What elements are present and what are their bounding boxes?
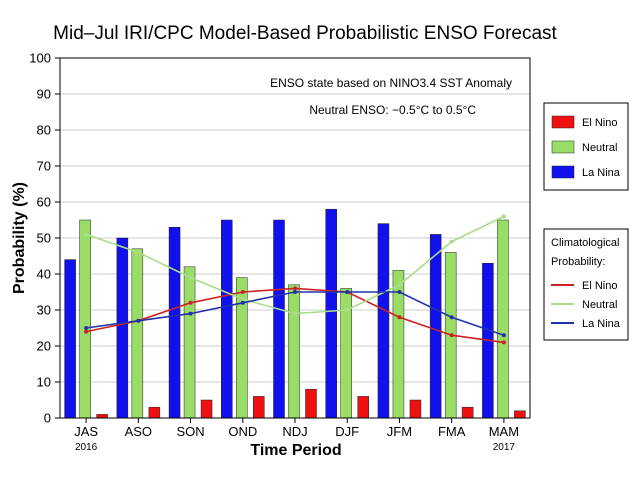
climatology-point-neutral bbox=[501, 214, 506, 219]
climatology-point-el-nino bbox=[397, 315, 402, 320]
x-tick-label: JAS bbox=[74, 424, 98, 439]
annotation-neutral-range: Neutral ENSO: −0.5°C to 0.5°C bbox=[309, 103, 476, 117]
climatology-point-la-nina bbox=[293, 290, 297, 294]
climatology-point-neutral bbox=[449, 239, 454, 244]
climatology-point-el-nino bbox=[84, 329, 89, 334]
bar-la-nina bbox=[273, 219, 285, 419]
y-tick-label: 0 bbox=[44, 411, 51, 426]
x-tick-label: SON bbox=[176, 424, 204, 439]
bar-neutral bbox=[183, 266, 196, 419]
climatology-point-la-nina bbox=[84, 326, 89, 330]
climatology-point-neutral bbox=[293, 311, 297, 316]
climatology-point-el-nino bbox=[501, 340, 506, 345]
annotation-nino34: ENSO state based on NINO3.4 SST Anomaly bbox=[270, 76, 512, 90]
legend-label: El Nino bbox=[582, 117, 617, 129]
bar-la-nina bbox=[64, 259, 76, 419]
legend-swatch bbox=[551, 115, 575, 129]
end-year-label: 2017 bbox=[493, 442, 516, 453]
climatology-point-la-nina bbox=[240, 300, 245, 305]
climatology-point-la-nina bbox=[397, 290, 402, 294]
bar-la-nina bbox=[221, 219, 233, 419]
bar-el-nino bbox=[514, 410, 526, 419]
climatology-legend-label: Neutral bbox=[582, 299, 617, 311]
bar-el-nino bbox=[200, 399, 213, 419]
y-tick-label: 20 bbox=[37, 339, 51, 354]
climatology-legend: Climatological Probability: El Nino Neutral… bbox=[543, 228, 629, 341]
bar-la-nina bbox=[429, 234, 442, 419]
climatology-point-neutral bbox=[397, 282, 402, 287]
legend-swatch bbox=[551, 165, 575, 179]
x-tick-label: DJF bbox=[335, 424, 359, 439]
y-tick-label: 30 bbox=[37, 303, 51, 318]
climatology-point-neutral bbox=[240, 297, 245, 302]
climatology-point-la-nina bbox=[345, 290, 350, 294]
climatology-point-neutral bbox=[84, 232, 89, 237]
chart-title: Mid–Jul IRI/CPC Model-Based Probabilisti… bbox=[53, 23, 557, 44]
y-tick-label: 50 bbox=[37, 231, 51, 246]
bar-el-nino bbox=[461, 406, 474, 419]
legend-label: Neutral bbox=[582, 142, 617, 154]
x-tick-label: MAM bbox=[489, 424, 519, 439]
bar-el-nino bbox=[409, 399, 422, 419]
bar-la-nina bbox=[325, 208, 337, 419]
y-tick-label: 70 bbox=[37, 159, 51, 174]
x-tick-label: JFM bbox=[387, 424, 412, 439]
bar-el-nino bbox=[305, 388, 317, 419]
climatology-point-neutral bbox=[188, 275, 193, 280]
climatology-point-el-nino bbox=[240, 290, 245, 294]
climatology-point-la-nina bbox=[188, 311, 193, 316]
y-tick-label: 10 bbox=[37, 375, 51, 390]
climatology-point-la-nina bbox=[449, 315, 454, 320]
y-tick-label: 60 bbox=[37, 195, 51, 210]
climatology-legend-title: Probability: bbox=[551, 256, 605, 268]
bar-la-nina bbox=[116, 237, 129, 419]
bar-el-nino bbox=[148, 406, 161, 419]
climatology-legend-label: La Nina bbox=[582, 318, 621, 330]
y-tick-label: 80 bbox=[37, 123, 51, 138]
climatology-point-el-nino bbox=[449, 333, 454, 338]
bar-neutral bbox=[497, 219, 509, 419]
bar-la-nina bbox=[168, 226, 181, 419]
bar-el-nino bbox=[357, 396, 369, 419]
bar-neutral bbox=[79, 219, 91, 419]
climatology-point-el-nino bbox=[293, 286, 297, 291]
legend-label: La Nina bbox=[582, 167, 621, 179]
bar-el-nino bbox=[253, 396, 265, 419]
x-tick-label: NDJ bbox=[282, 424, 307, 439]
y-axis-label: Probability (%) bbox=[11, 182, 28, 294]
climatology-point-el-nino bbox=[188, 300, 193, 305]
climatology-legend-label: El Nino bbox=[582, 280, 617, 292]
climatology-point-la-nina bbox=[136, 318, 141, 323]
bar-el-nino bbox=[96, 414, 108, 419]
legend-swatch bbox=[551, 140, 575, 154]
climatology-point-la-nina bbox=[501, 333, 506, 338]
y-tick-label: 40 bbox=[37, 267, 51, 282]
climatology-point-neutral bbox=[345, 308, 350, 312]
bar-neutral bbox=[288, 284, 300, 419]
x-axis-label: Time Period bbox=[250, 442, 341, 459]
climatology-legend-title: Climatological bbox=[551, 237, 619, 249]
plot-frame bbox=[59, 57, 531, 419]
y-tick-label: 90 bbox=[37, 87, 51, 102]
plot-area: 0 10 20 30 40 50 60 70 80 90 100 JAS ASO SON OND NDJ DJF… bbox=[29, 51, 531, 453]
x-tick-label: ASO bbox=[125, 424, 152, 439]
y-tick-label: 100 bbox=[29, 51, 51, 66]
climatology-point-neutral bbox=[136, 250, 141, 255]
bar-la-nina bbox=[377, 223, 390, 419]
bar-neutral bbox=[131, 248, 144, 419]
x-tick-label: FMA bbox=[438, 424, 466, 439]
start-year-label: 2016 bbox=[75, 442, 98, 453]
x-tick-label: OND bbox=[228, 424, 257, 439]
forecast-legend: El Nino Neutral La Nina bbox=[543, 102, 629, 191]
